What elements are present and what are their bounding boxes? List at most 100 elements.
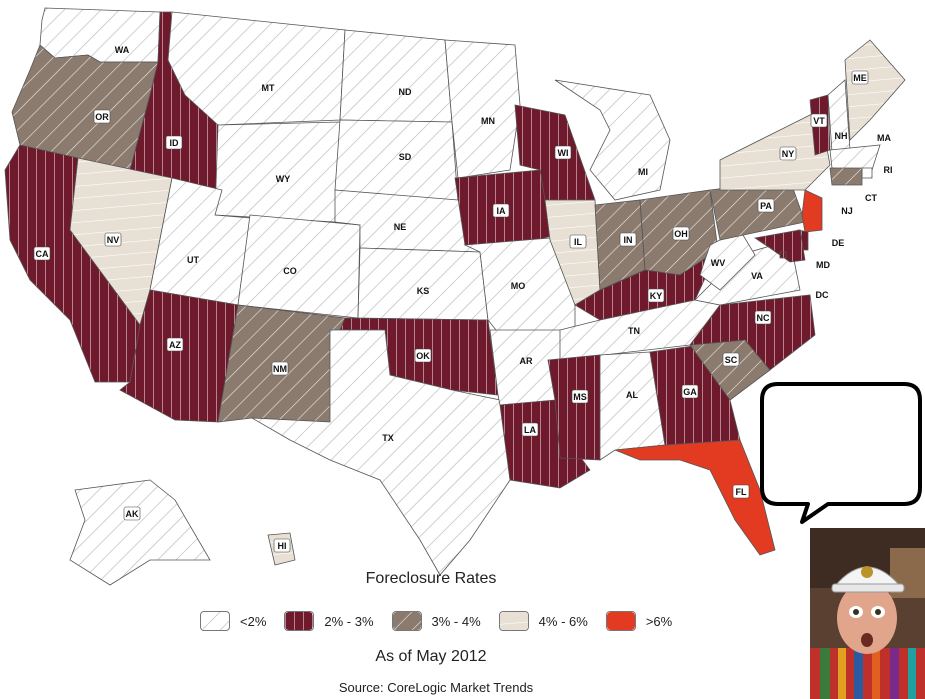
state-label-ms: MS (571, 389, 589, 404)
svg-text:SC: SC (725, 355, 738, 365)
state-label-md: MD (816, 260, 830, 270)
legend-label: >6% (645, 613, 673, 629)
svg-text:MO: MO (511, 281, 526, 291)
legend-swatch-c3to4 (391, 611, 422, 631)
svg-text:DC: DC (816, 290, 829, 300)
svg-text:NE: NE (394, 222, 407, 232)
state-ct (829, 167, 863, 186)
legend-label: <2% (240, 613, 267, 629)
state-label-pa: PA (757, 198, 775, 213)
state-label-ne: NE (394, 222, 407, 232)
state-label-nh: NH (835, 131, 848, 141)
svg-text:NJ: NJ (841, 206, 853, 216)
svg-text:MT: MT (262, 83, 275, 93)
state-mi (554, 79, 671, 201)
legend-item-c2to3: 2% - 3% (284, 611, 374, 631)
state-label-tx: TX (382, 433, 394, 443)
state-label-sd: SD (399, 152, 412, 162)
state-label-mo: MO (511, 281, 526, 291)
svg-text:WV: WV (711, 258, 726, 268)
state-label-il: IL (569, 234, 587, 249)
svg-text:NC: NC (757, 313, 770, 323)
state-label-nd: ND (399, 87, 412, 97)
state-label-mn: MN (481, 116, 495, 126)
state-label-la: LA (521, 422, 539, 437)
state-label-ia: IA (492, 203, 510, 218)
svg-text:TN: TN (628, 326, 640, 336)
state-md (753, 229, 806, 263)
svg-text:NV: NV (107, 235, 120, 245)
state-ri (861, 167, 873, 179)
svg-text:ID: ID (170, 138, 180, 148)
svg-text:NH: NH (835, 131, 848, 141)
svg-text:MA: MA (877, 133, 891, 143)
state-label-in: IN (619, 232, 637, 247)
state-ks (357, 247, 489, 321)
state-label-nm: NM (271, 361, 289, 376)
state-label-nv: NV (104, 232, 122, 247)
state-label-ky: KY (647, 288, 665, 303)
state-label-ca: CA (33, 246, 51, 261)
svg-text:TX: TX (382, 433, 394, 443)
svg-text:MN: MN (481, 116, 495, 126)
map-title: Foreclosure Rates (365, 570, 497, 587)
svg-text:AR: AR (520, 356, 533, 366)
svg-text:PA: PA (760, 201, 772, 211)
svg-text:HI: HI (278, 541, 287, 551)
state-label-wy: WY (276, 174, 291, 184)
legend-item-lt2: <2% (200, 611, 266, 631)
svg-text:NY: NY (782, 149, 795, 159)
svg-text:LA: LA (524, 425, 536, 435)
svg-text:CT: CT (865, 193, 877, 203)
svg-text:MD: MD (816, 260, 830, 270)
state-fl (614, 439, 776, 556)
svg-text:WI: WI (558, 148, 569, 158)
legend-label: 2% - 3% (324, 613, 374, 629)
svg-text:VT: VT (813, 116, 825, 126)
svg-text:ND: ND (399, 87, 412, 97)
svg-text:FL: FL (736, 487, 747, 497)
state-label-ks: KS (417, 286, 430, 296)
legend-swatch-gt6 (605, 611, 636, 631)
state-label-fl: FL (732, 484, 750, 499)
state-label-me: ME (851, 70, 869, 85)
state-label-ma: MA (877, 133, 891, 143)
svg-text:GA: GA (683, 387, 697, 397)
svg-text:UT: UT (187, 255, 199, 265)
state-label-or: OR (93, 109, 111, 124)
state-label-wa: WA (115, 45, 130, 55)
state-label-sc: SC (722, 352, 740, 367)
state-label-nc: NC (754, 310, 772, 325)
state-label-ok: OK (414, 348, 432, 363)
state-mn (444, 39, 521, 179)
state-label-wv: WV (711, 258, 726, 268)
svg-text:WY: WY (276, 174, 291, 184)
svg-text:ME: ME (853, 73, 867, 83)
svg-text:DE: DE (832, 238, 845, 248)
state-ny (719, 109, 831, 191)
state-wa (39, 7, 161, 63)
date-label: As of May 2012 (375, 648, 487, 665)
state-ms (547, 354, 601, 461)
legend-label: 4% - 6% (538, 613, 588, 629)
state-label-ct: CT (865, 193, 877, 203)
svg-text:OR: OR (95, 112, 109, 122)
state-label-mt: MT (262, 83, 275, 93)
svg-text:IL: IL (574, 237, 583, 247)
legend-swatch-c2to3 (284, 611, 315, 631)
state-label-oh: OH (672, 226, 690, 241)
speech-bubble (760, 382, 922, 524)
state-label-id: ID (165, 135, 183, 150)
person-photo (810, 528, 925, 699)
state-nj (801, 189, 823, 233)
state-label-nj: NJ (841, 206, 853, 216)
state-label-de: DE (832, 238, 845, 248)
svg-text:NM: NM (273, 364, 287, 374)
state-label-co: CO (283, 266, 297, 276)
state-wy (214, 121, 341, 223)
state-nd (339, 29, 453, 123)
svg-text:KY: KY (650, 291, 663, 301)
state-co (237, 214, 361, 319)
svg-text:CA: CA (36, 249, 49, 259)
state-label-ak: AK (123, 506, 141, 521)
